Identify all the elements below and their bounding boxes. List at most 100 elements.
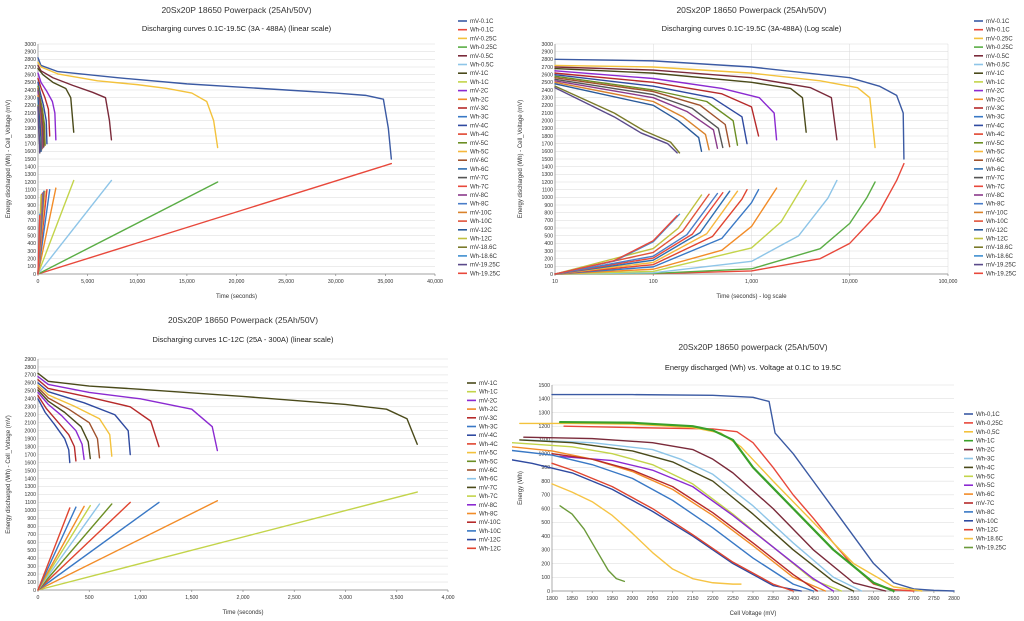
x-tick-label: 10 — [552, 279, 558, 285]
y-tick-label: 2200 — [541, 103, 553, 109]
x-ticks: 1800 1850 1900 1950 2000 2050 2100 2150 2200 2250… — [546, 591, 960, 602]
series-line-mV-0.5C — [554, 66, 838, 141]
y-tick-label: 800 — [27, 524, 36, 530]
series-line-Wh-4C — [519, 439, 855, 592]
y-tick-label: 1300 — [24, 484, 36, 490]
series-line-Wh-7C — [554, 192, 724, 275]
x-tick-label: 3,500 — [390, 595, 403, 601]
series-line-Wh-0.5C — [37, 179, 113, 275]
x-tick-label: 4,000 — [442, 595, 455, 601]
legend-entry: mV-6C — [986, 158, 1005, 164]
series-line-Wh-2C — [37, 187, 57, 275]
legend-entry: mV-7C — [479, 485, 498, 491]
legend-entry: mV-18.6C — [470, 245, 497, 251]
y-tick-label: 900 — [541, 465, 550, 471]
series-line-mV-12C — [37, 398, 71, 464]
series-line-Wh-19.25C — [559, 505, 626, 583]
y-tick-label: 2900 — [24, 357, 36, 363]
y-tick-label: 2700 — [24, 65, 36, 71]
y-tick-label: 3000 — [541, 42, 553, 48]
x-tick-label: 1850 — [566, 596, 578, 602]
y-tick-label: 2300 — [541, 95, 553, 101]
x-axis-label: Cell Voltage (mV) — [730, 611, 777, 617]
chart-title: 20Sx20P 18650 Powerpack (25Ah/50V) — [161, 5, 311, 15]
y-tick-label: 2900 — [24, 49, 36, 55]
series-line-mV-18.6C — [554, 85, 681, 154]
legend-entry: Wh-0.25C — [986, 45, 1014, 51]
series-line-mV-10C — [37, 394, 77, 462]
y-tick-label: 2900 — [541, 49, 553, 55]
y-tick-label: 2600 — [24, 381, 36, 387]
y-tick-label: 1600 — [24, 149, 36, 155]
x-tick-label: 500 — [85, 595, 94, 601]
y-tick-label: 700 — [27, 532, 36, 538]
x-tick-label: 1900 — [586, 596, 598, 602]
legend-entry: Wh-4C — [976, 465, 995, 471]
legend-entry: mV-3C — [986, 106, 1005, 112]
chart-title: 20Sx20P 18650 powerpack (25Ah/50V) — [678, 342, 827, 352]
x-tick-label: 2250 — [727, 596, 739, 602]
x-tick-label: 0 — [37, 595, 40, 601]
x-axis-label: Time (seconds) - log scale — [716, 294, 787, 300]
y-tick-label: 2200 — [24, 413, 36, 419]
x-tick-label: 2200 — [707, 596, 719, 602]
y-tick-label: 800 — [27, 210, 36, 216]
y-tick-label: 2500 — [24, 80, 36, 86]
legend-entry: mV-4C — [479, 433, 498, 439]
legend-entry: mV-0.5C — [470, 54, 494, 60]
series-line-Wh-0,1C — [551, 393, 955, 592]
series-line-mV-3C — [37, 77, 51, 137]
y-tick-label: 700 — [541, 493, 550, 499]
chart-title: 20Sx20P 18650 Powerpack (25Ah/50V) — [168, 315, 318, 325]
series-line-mV-8C — [554, 80, 719, 149]
x-tick-label: 10,000 — [842, 279, 858, 285]
series-line-mV-5C — [37, 384, 113, 457]
legend-entry: Wh-0,25C — [976, 421, 1004, 427]
series-line-Wh-5C — [554, 190, 739, 275]
x-tick-label: 2,000 — [237, 595, 250, 601]
y-tick-label: 700 — [27, 218, 36, 224]
y-tick-label: 600 — [544, 226, 553, 232]
x-tick-label: 2500 — [828, 596, 840, 602]
x-tick-label: 2150 — [687, 596, 699, 602]
chart-panel-4: 20Sx20P 18650 powerpack (25Ah/50V) Energy… — [512, 310, 1024, 621]
legend-entry: Wh-3C — [986, 115, 1005, 121]
series-line-mV-5C — [554, 75, 739, 146]
chart-energy-vs-voltage: 20Sx20P 18650 powerpack (25Ah/50V) Energy… — [512, 342, 1007, 617]
legend: mV-1C Wh-1C mV-2C Wh-2C mV-3C Wh-3C mV-4C Wh-4C… — [467, 381, 502, 552]
x-tick-label: 40,000 — [427, 279, 443, 285]
series-line-mV-3C — [554, 72, 760, 137]
series-line-Wh-8C — [554, 192, 719, 275]
y-tick-label: 500 — [544, 233, 553, 239]
legend-entry: mV-12C — [470, 228, 492, 234]
series-line-Wh-3C — [37, 501, 160, 591]
series-line-mV-6C — [554, 77, 731, 148]
legend-entry: Wh-6C — [976, 492, 995, 498]
series-line-mV-19.25C — [37, 106, 41, 154]
legend-entry: Wh-4C — [986, 132, 1005, 138]
y-tick-label: 2400 — [24, 88, 36, 94]
legend-entry: mV-1C — [470, 71, 489, 77]
legend: mV-0.1C Wh-0.1C mV-0.25C Wh-0.25C mV-0.5C Wh-… — [458, 19, 501, 277]
series-line-mV-7C — [551, 452, 819, 592]
y-tick-label: 1100 — [25, 187, 36, 193]
legend-entry: Wh-0,1C — [976, 412, 1000, 418]
series-line-mV-12C — [554, 83, 703, 153]
y-tick-label: 400 — [544, 241, 553, 247]
series-line-mV-0.5C — [37, 64, 113, 141]
x-tick-label: 2050 — [647, 596, 659, 602]
legend-entry: mV-6C — [479, 468, 498, 474]
series-line-mV-4C — [37, 382, 131, 456]
legend-entry: Wh-2C — [479, 407, 498, 413]
y-tick-label: 1900 — [541, 126, 553, 132]
legend-entry: Wh-10C — [470, 219, 493, 225]
x-ticks: 10 100 1,000 10,000 100,000 — [552, 44, 957, 285]
legend-entry: Wh-18.6C — [986, 254, 1014, 260]
y-tick-label: 200 — [27, 572, 36, 578]
legend-entry: Wh-2C — [470, 97, 489, 103]
y-tick-label: 1400 — [538, 397, 550, 403]
series-line-mV-6C — [37, 386, 101, 459]
chart-title: 20Sx20P 18650 Powerpack (25Ah/50V) — [676, 5, 826, 15]
y-tick-label: 0 — [33, 272, 36, 278]
y-tick-label: 1800 — [24, 444, 36, 450]
